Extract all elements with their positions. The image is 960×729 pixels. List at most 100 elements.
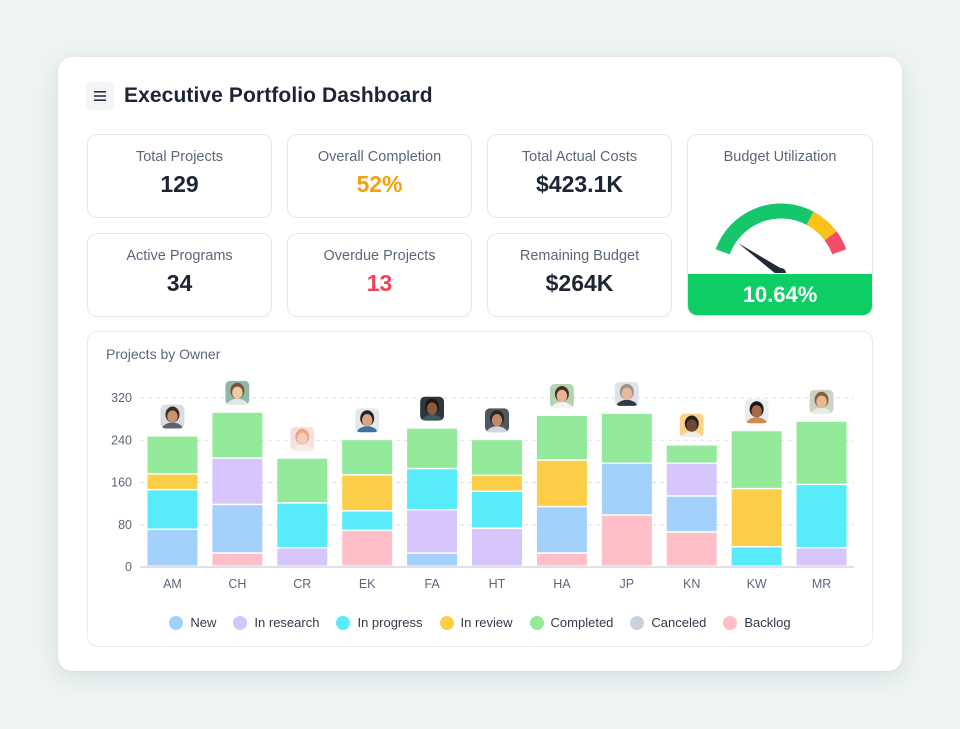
avatar-face bbox=[686, 419, 697, 432]
x-tick-label: CR bbox=[293, 577, 311, 591]
bar-segment-new[interactable] bbox=[212, 505, 263, 553]
avatar[interactable] bbox=[355, 408, 380, 442]
avatar[interactable] bbox=[290, 426, 315, 461]
legend-item-completed[interactable]: Completed bbox=[529, 615, 613, 630]
bar-segment-backlog[interactable] bbox=[601, 515, 652, 566]
bar-segment-completed[interactable] bbox=[212, 412, 263, 458]
legend-item-in-research[interactable]: In research bbox=[233, 615, 319, 630]
legend-swatch bbox=[233, 615, 248, 630]
bar-stack-ht[interactable] bbox=[472, 440, 522, 566]
avatar-face bbox=[621, 387, 633, 401]
avatar[interactable] bbox=[679, 413, 704, 448]
legend-item-new[interactable]: New bbox=[169, 615, 216, 630]
kpi-label: Total Projects bbox=[135, 149, 224, 165]
budget-utilization-card: Budget Utilization 10.64% bbox=[687, 134, 873, 316]
bar-segment-in-review[interactable] bbox=[472, 476, 522, 491]
bar-segment-in-research[interactable] bbox=[407, 510, 458, 553]
bar-stack-am[interactable] bbox=[147, 436, 198, 566]
bar-stack-kn[interactable] bbox=[666, 445, 717, 566]
bar-segment-completed[interactable] bbox=[342, 440, 393, 475]
bar-segment-new[interactable] bbox=[407, 553, 458, 566]
avatar[interactable] bbox=[420, 396, 445, 431]
bar-segment-backlog[interactable] bbox=[212, 553, 263, 566]
menu-button[interactable] bbox=[86, 82, 114, 110]
hamburger-icon bbox=[94, 91, 106, 101]
avatar-face bbox=[361, 414, 373, 427]
bar-segment-completed[interactable] bbox=[472, 440, 522, 475]
legend-swatch bbox=[723, 615, 738, 630]
avatar-shoulders bbox=[291, 444, 314, 451]
bar-segment-completed[interactable] bbox=[407, 428, 458, 468]
bar-stack-cr[interactable] bbox=[277, 458, 328, 566]
gauge-needle bbox=[738, 243, 784, 273]
kpi-label: Overdue Projects bbox=[323, 248, 436, 264]
kpi-remaining-budget: Remaining Budget $264K bbox=[487, 233, 672, 317]
legend-swatch bbox=[439, 615, 454, 630]
x-tick-label: EK bbox=[359, 577, 376, 591]
legend-item-backlog[interactable]: Backlog bbox=[723, 615, 791, 630]
bar-stack-ek[interactable] bbox=[342, 440, 393, 566]
avatar[interactable] bbox=[549, 383, 574, 418]
kpi-value: 52% bbox=[356, 171, 403, 197]
bar-segment-in-research[interactable] bbox=[277, 548, 328, 566]
bar-segment-in-research[interactable] bbox=[212, 458, 263, 504]
bar-segment-backlog[interactable] bbox=[536, 553, 587, 566]
avatar[interactable] bbox=[485, 408, 509, 442]
bar-segment-completed[interactable] bbox=[601, 413, 652, 463]
bar-stack-jp[interactable] bbox=[601, 413, 652, 566]
bar-segment-in-progress[interactable] bbox=[147, 490, 198, 529]
bar-segment-in-research[interactable] bbox=[796, 548, 847, 566]
legend-item-canceled[interactable]: Canceled bbox=[630, 615, 706, 630]
bar-stack-mr[interactable] bbox=[796, 421, 847, 566]
bar-segment-completed[interactable] bbox=[147, 436, 198, 474]
legend-item-in-review[interactable]: In review bbox=[439, 615, 513, 630]
x-tick-label: KW bbox=[747, 577, 767, 591]
gauge-needle-hub bbox=[776, 268, 786, 273]
bar-segment-in-review[interactable] bbox=[147, 474, 198, 489]
avatar[interactable] bbox=[160, 404, 185, 439]
avatar-shoulders bbox=[226, 398, 249, 405]
legend-item-in-progress[interactable]: In progress bbox=[336, 615, 423, 630]
bar-segment-in-progress[interactable] bbox=[472, 492, 522, 528]
avatar[interactable] bbox=[225, 380, 250, 415]
bar-segment-completed[interactable] bbox=[277, 458, 328, 503]
bar-segment-in-review[interactable] bbox=[731, 489, 782, 546]
bar-segment-new[interactable] bbox=[147, 530, 198, 566]
bar-segment-completed[interactable] bbox=[796, 421, 847, 484]
kpi-label: Total Actual Costs bbox=[521, 149, 638, 165]
bar-stack-ha[interactable] bbox=[536, 415, 587, 566]
bar-segment-new[interactable] bbox=[666, 496, 717, 532]
bar-segment-in-progress[interactable] bbox=[796, 485, 847, 548]
bar-stack-kw[interactable] bbox=[731, 431, 782, 566]
bar-stack-fa[interactable] bbox=[407, 428, 458, 566]
bar-segment-new[interactable] bbox=[601, 464, 652, 515]
bar-segment-new[interactable] bbox=[536, 507, 587, 553]
budget-gauge bbox=[715, 203, 847, 273]
bar-segment-in-progress[interactable] bbox=[407, 469, 458, 509]
bar-segment-in-research[interactable] bbox=[472, 528, 522, 566]
avatar-shoulders bbox=[421, 414, 444, 421]
bar-stack-ch[interactable] bbox=[212, 412, 263, 566]
avatar[interactable] bbox=[809, 389, 834, 424]
bar-segment-backlog[interactable] bbox=[666, 532, 717, 566]
avatar-face bbox=[297, 432, 308, 445]
bar-segment-in-research[interactable] bbox=[666, 464, 717, 496]
avatar-face bbox=[751, 405, 762, 418]
kpi-label: Remaining Budget bbox=[519, 248, 640, 264]
x-tick-label: FA bbox=[424, 577, 440, 591]
kpi-label: Active Programs bbox=[126, 248, 233, 264]
bar-segment-in-progress[interactable] bbox=[277, 503, 328, 548]
bar-segment-completed[interactable] bbox=[731, 431, 782, 488]
page-title: Executive Portfolio Dashboard bbox=[124, 84, 433, 107]
avatar[interactable] bbox=[744, 399, 769, 433]
legend-label: In progress bbox=[357, 615, 423, 630]
avatar[interactable] bbox=[614, 381, 639, 416]
bar-segment-in-review[interactable] bbox=[342, 475, 393, 511]
bar-segment-in-progress[interactable] bbox=[342, 511, 393, 530]
bar-segment-in-progress[interactable] bbox=[731, 547, 782, 566]
bar-segment-completed[interactable] bbox=[536, 415, 587, 460]
bar-segment-in-review[interactable] bbox=[536, 460, 587, 506]
bar-segment-completed[interactable] bbox=[666, 445, 717, 463]
kpi-total-actual-costs: Total Actual Costs $423.1K bbox=[487, 134, 672, 218]
bar-segment-backlog[interactable] bbox=[342, 531, 393, 566]
